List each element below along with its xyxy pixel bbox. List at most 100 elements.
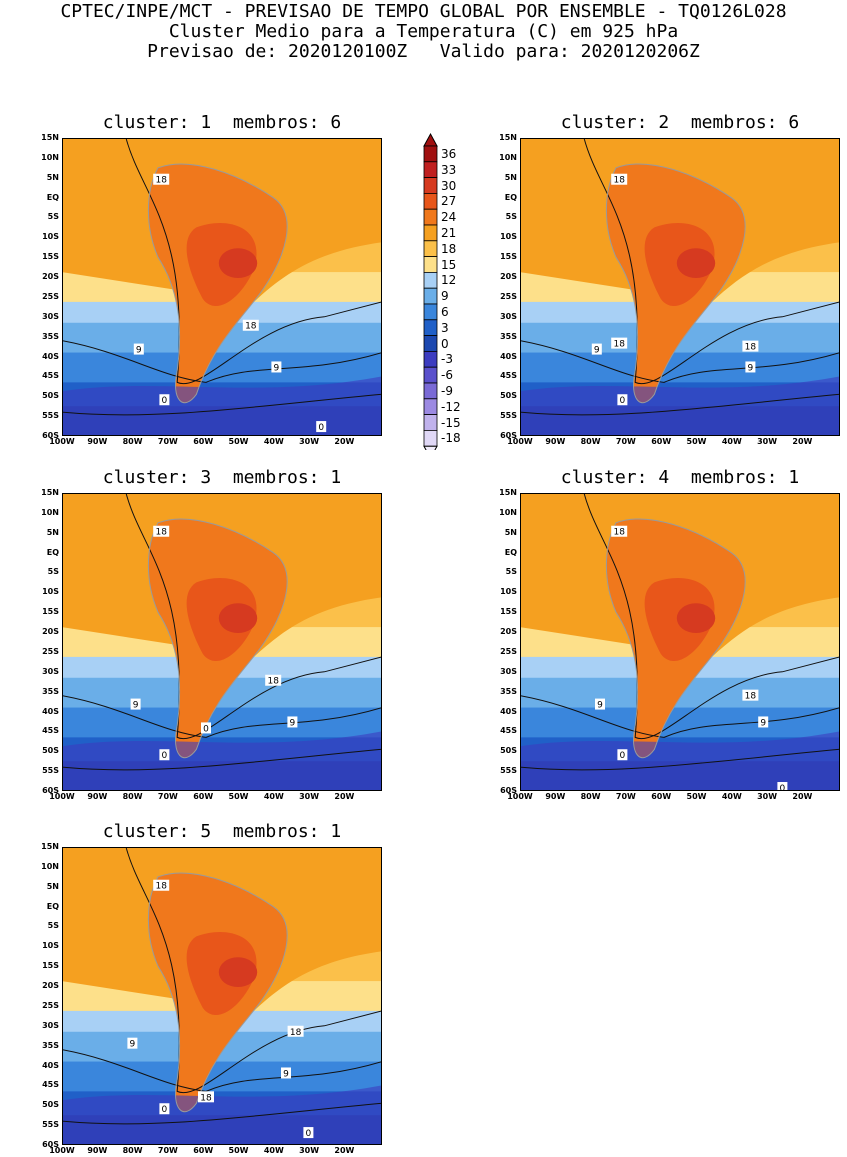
- longitude-tick: 50W: [228, 1146, 249, 1155]
- hottest-spot: [218, 603, 258, 634]
- colorbar-segment: [423, 161, 438, 178]
- longitude-tick: 100W: [49, 437, 75, 446]
- temperature-band: [520, 707, 840, 739]
- temperature-map: 18 18 18 9 9 0: [520, 138, 840, 436]
- contour-label: 9: [745, 361, 756, 373]
- latitude-tick: 45S: [42, 371, 59, 381]
- colorbar-segment: [423, 287, 438, 305]
- svg-text:18: 18: [155, 528, 167, 538]
- colorbar-segment: [423, 319, 438, 337]
- latitude-tick: 60S: [500, 786, 517, 795]
- longitude-tick: 40W: [263, 1146, 284, 1155]
- longitude-tick: 90W: [87, 1146, 108, 1155]
- header-line-1: CPTEC/INPE/MCT - PREVISAO DE TEMPO GLOBA…: [60, 1, 787, 22]
- latitude-tick: EQ: [504, 192, 517, 202]
- svg-text:9: 9: [760, 718, 766, 728]
- colorbar-segment: [423, 398, 438, 415]
- colorbar-label: -12: [441, 399, 461, 414]
- latitude-tick: 25S: [42, 1000, 59, 1010]
- contour-label: 0: [316, 421, 327, 433]
- latitude-tick: 30S: [500, 311, 517, 321]
- temperature-map: 18 18 9 9 0 0: [62, 493, 382, 791]
- contour-label: 9: [130, 698, 141, 711]
- svg-text:18: 18: [613, 340, 625, 350]
- colorbar-label: 30: [441, 178, 457, 193]
- header-line-2: Cluster Medio para a Temperatura (C) em …: [168, 21, 679, 42]
- longitude-tick: 30W: [299, 792, 320, 801]
- svg-text:0: 0: [162, 1105, 168, 1115]
- longitude-tick: 90W: [545, 437, 566, 446]
- latitude-tick: 5S: [505, 212, 517, 222]
- latitude-tick: 40S: [500, 706, 517, 716]
- longitude-tick: 90W: [87, 437, 108, 446]
- coastline: [147, 872, 288, 1113]
- svg-text:18: 18: [155, 882, 167, 892]
- latitude-tick: 15N: [41, 488, 59, 497]
- latitude-tick: 50S: [42, 746, 59, 756]
- latitude-tick: 15S: [42, 607, 59, 617]
- latitude-tick: 20S: [42, 272, 59, 282]
- latitude-tick: 55S: [42, 411, 59, 421]
- longitude-tick: 100W: [507, 437, 533, 446]
- contour-label: 18: [198, 1091, 214, 1103]
- latitude-tick: 20S: [42, 627, 59, 637]
- svg-text:18: 18: [245, 322, 257, 332]
- longitude-tick: 90W: [87, 792, 108, 801]
- colorbar-segment: [423, 335, 438, 352]
- latitude-tick: 55S: [500, 766, 517, 776]
- latitude-tick: 5N: [46, 527, 59, 537]
- latitude-tick: 55S: [42, 1120, 59, 1130]
- svg-text:18: 18: [155, 176, 167, 186]
- contour-label: 18: [242, 319, 259, 332]
- latitude-tick: 50S: [500, 391, 517, 401]
- longitude-tick: 80W: [580, 792, 601, 801]
- contour-label: 0: [777, 782, 788, 791]
- latitude-tick: 15S: [500, 252, 517, 262]
- latitude-tick: 50S: [42, 391, 59, 401]
- hottest-spot: [676, 248, 716, 279]
- longitude-tick: 30W: [757, 437, 778, 446]
- colorbar-segment: [423, 177, 438, 194]
- longitude-tick: 70W: [157, 792, 178, 801]
- longitude-tick: 70W: [157, 1146, 178, 1155]
- latitude-tick: 50S: [42, 1100, 59, 1110]
- latitude-tick: 60S: [42, 431, 59, 440]
- latitude-tick: 35S: [500, 686, 517, 696]
- contour-label: 18: [153, 879, 170, 892]
- hottest-spot: [676, 603, 716, 634]
- svg-text:0: 0: [620, 396, 626, 406]
- colorbar-max-arrow: [423, 132, 438, 147]
- contour-18: [125, 493, 382, 740]
- colorbar-segment: [423, 366, 438, 384]
- contour-label: 18: [153, 525, 170, 538]
- contour-label: 0: [617, 394, 628, 406]
- latitude-tick: 45S: [500, 371, 517, 381]
- latitude-tick: 50S: [500, 746, 517, 756]
- longitude-tick: 100W: [507, 792, 533, 801]
- latitude-tick: 25S: [42, 646, 59, 656]
- colorbar-segment: [423, 208, 438, 226]
- latitude-tick: 45S: [42, 726, 59, 736]
- coastline: [605, 163, 746, 404]
- contour-9: [520, 695, 840, 738]
- latitude-tick: 5N: [46, 881, 59, 891]
- colorbar-label: 3: [441, 320, 449, 335]
- svg-text:9: 9: [133, 701, 139, 711]
- colorbar-min-arrow: [423, 445, 438, 450]
- longitude-tick: 20W: [334, 792, 355, 801]
- latitude-tick: 10S: [42, 232, 59, 242]
- svg-text:18: 18: [745, 692, 757, 702]
- contour-label: 18: [265, 674, 282, 687]
- cold-region: [520, 731, 840, 791]
- contour-0: [520, 393, 840, 416]
- colorbar-label: 36: [441, 146, 457, 161]
- svg-text:9: 9: [290, 718, 296, 728]
- panel-frame: [520, 493, 840, 791]
- longitude-tick: 30W: [299, 437, 320, 446]
- svg-text:9: 9: [597, 701, 603, 711]
- longitude-tick: 60W: [193, 792, 214, 801]
- latitude-tick: 35S: [42, 331, 59, 341]
- colorbar-label: 33: [441, 162, 457, 177]
- colorbar-segment: [423, 350, 438, 368]
- svg-text:18: 18: [613, 176, 625, 186]
